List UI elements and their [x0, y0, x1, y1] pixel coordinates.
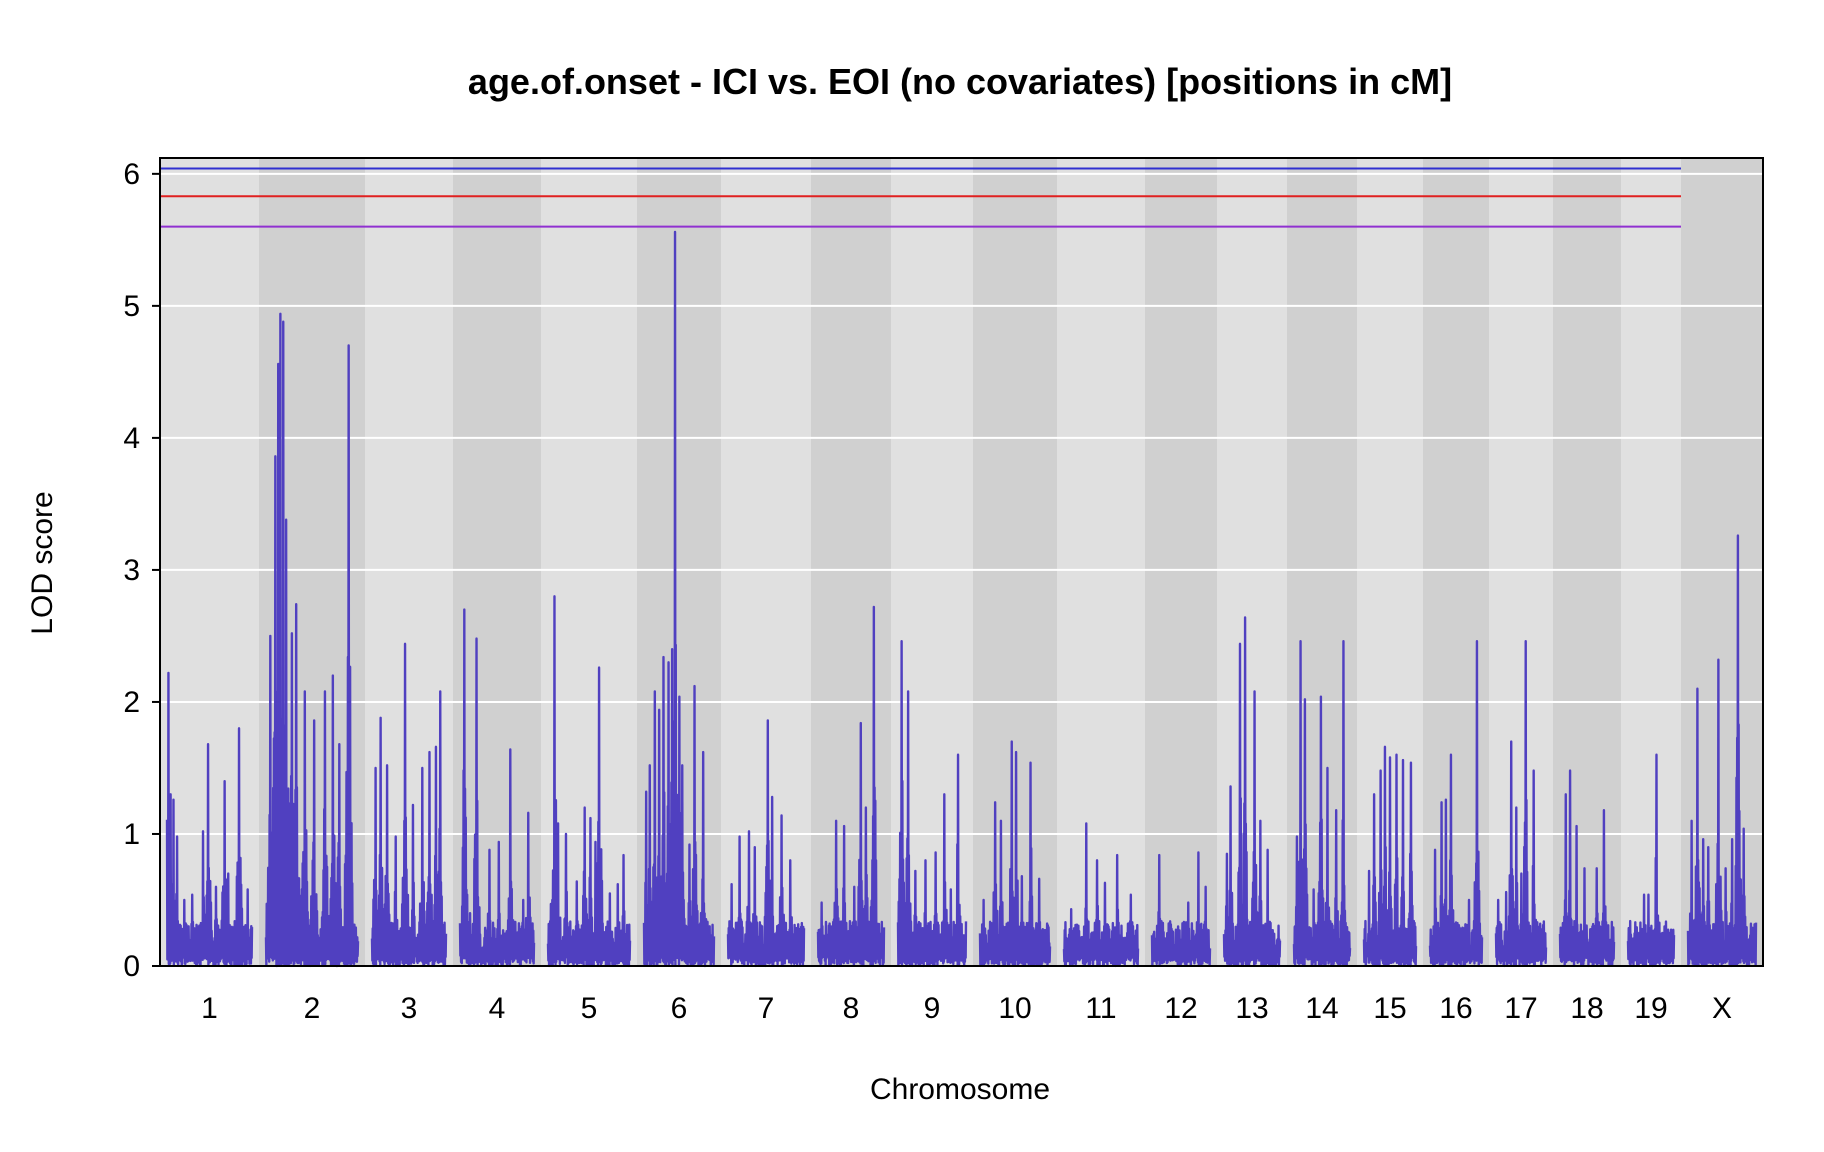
lod-curve-chr-11 — [1062, 822, 1140, 968]
chromosome-band-8 — [811, 158, 891, 966]
chromosome-bands — [160, 158, 1763, 966]
x-tick-label-5: 5 — [581, 992, 598, 1025]
lod-curve-chr-3 — [370, 642, 448, 968]
plot-border — [159, 157, 1764, 967]
chromosome-band-4 — [453, 158, 541, 966]
y-tick-label-1: 1 — [123, 818, 140, 851]
y-axis: 0 1 2 3 4 5 6 — [123, 158, 160, 983]
y-tick-label-5: 5 — [123, 290, 140, 323]
lod-curve-chr-5 — [546, 595, 632, 968]
lod-curve-chr-7 — [726, 719, 806, 968]
grid-lines — [160, 172, 1763, 835]
x-tick-label-4: 4 — [489, 992, 506, 1025]
x-tick-label-14: 14 — [1305, 992, 1338, 1025]
x-tick-label-1: 1 — [201, 992, 218, 1025]
lod-curve-chr-X — [1686, 534, 1758, 968]
x-tick-label-13: 13 — [1235, 992, 1268, 1025]
lod-curve-chr-1 — [165, 671, 254, 968]
x-tick-label-6: 6 — [671, 992, 688, 1025]
chromosome-band-19 — [1621, 158, 1681, 966]
lod-curve-chr-9 — [896, 640, 968, 968]
y-tick-label-4: 4 — [123, 422, 140, 455]
chromosome-band-13 — [1217, 158, 1287, 966]
lod-curve-chr-12 — [1150, 851, 1212, 967]
y-tick-label-6: 6 — [123, 158, 140, 191]
y-tick-label-3: 3 — [123, 554, 140, 587]
y-axis-label: LOD score — [26, 491, 59, 634]
threshold-lines — [160, 167, 1681, 228]
x-tick-label-17: 17 — [1504, 992, 1537, 1025]
chromosome-band-16 — [1423, 158, 1489, 966]
y-tick-label-0: 0 — [123, 950, 140, 983]
x-tick-label-7: 7 — [758, 992, 775, 1025]
lod-curve-chr-15 — [1362, 745, 1418, 968]
y-tick-label-2: 2 — [123, 686, 140, 719]
x-tick-label-11: 11 — [1085, 992, 1116, 1025]
x-tick-label-19: 19 — [1634, 992, 1667, 1025]
x-tick-label-10: 10 — [998, 992, 1031, 1025]
lod-curves — [165, 230, 1758, 968]
lod-curve-chr-16 — [1428, 640, 1484, 967]
chromosome-band-1 — [160, 158, 259, 966]
chromosome-band-X — [1681, 158, 1763, 966]
x-tick-label-18: 18 — [1570, 992, 1603, 1025]
chart-title: age.of.onset - ICI vs. EOI (no covariate… — [468, 61, 1452, 102]
x-tick-label-15: 15 — [1373, 992, 1406, 1025]
x-tick-label-3: 3 — [401, 992, 418, 1025]
lod-curve-chr-14 — [1292, 640, 1352, 968]
x-tick-label-2: 2 — [304, 992, 321, 1025]
lod-curve-chr-2 — [264, 312, 360, 968]
x-tick-label-X: X — [1712, 992, 1732, 1025]
x-tick-label-12: 12 — [1164, 992, 1197, 1025]
chromosome-band-18 — [1553, 158, 1621, 966]
lod-curve-chr-6 — [642, 230, 716, 968]
x-tick-label-16: 16 — [1439, 992, 1472, 1025]
x-axis-label: Chromosome — [870, 1073, 1050, 1106]
lod-curve-chr-8 — [816, 605, 886, 968]
lod-curve-chr-13 — [1222, 616, 1282, 968]
chromosome-band-17 — [1489, 158, 1553, 966]
x-tick-label-8: 8 — [843, 992, 860, 1025]
chromosome-band-12 — [1145, 158, 1217, 966]
lod-curve-chr-18 — [1558, 769, 1616, 968]
chromosome-band-11 — [1057, 158, 1145, 966]
x-tick-label-9: 9 — [924, 992, 941, 1025]
chromosome-band-7 — [721, 158, 811, 966]
x-axis: 1 2 3 4 5 6 7 8 9 10 11 12 13 14 15 16 17 18 19 X — [201, 992, 1732, 1025]
